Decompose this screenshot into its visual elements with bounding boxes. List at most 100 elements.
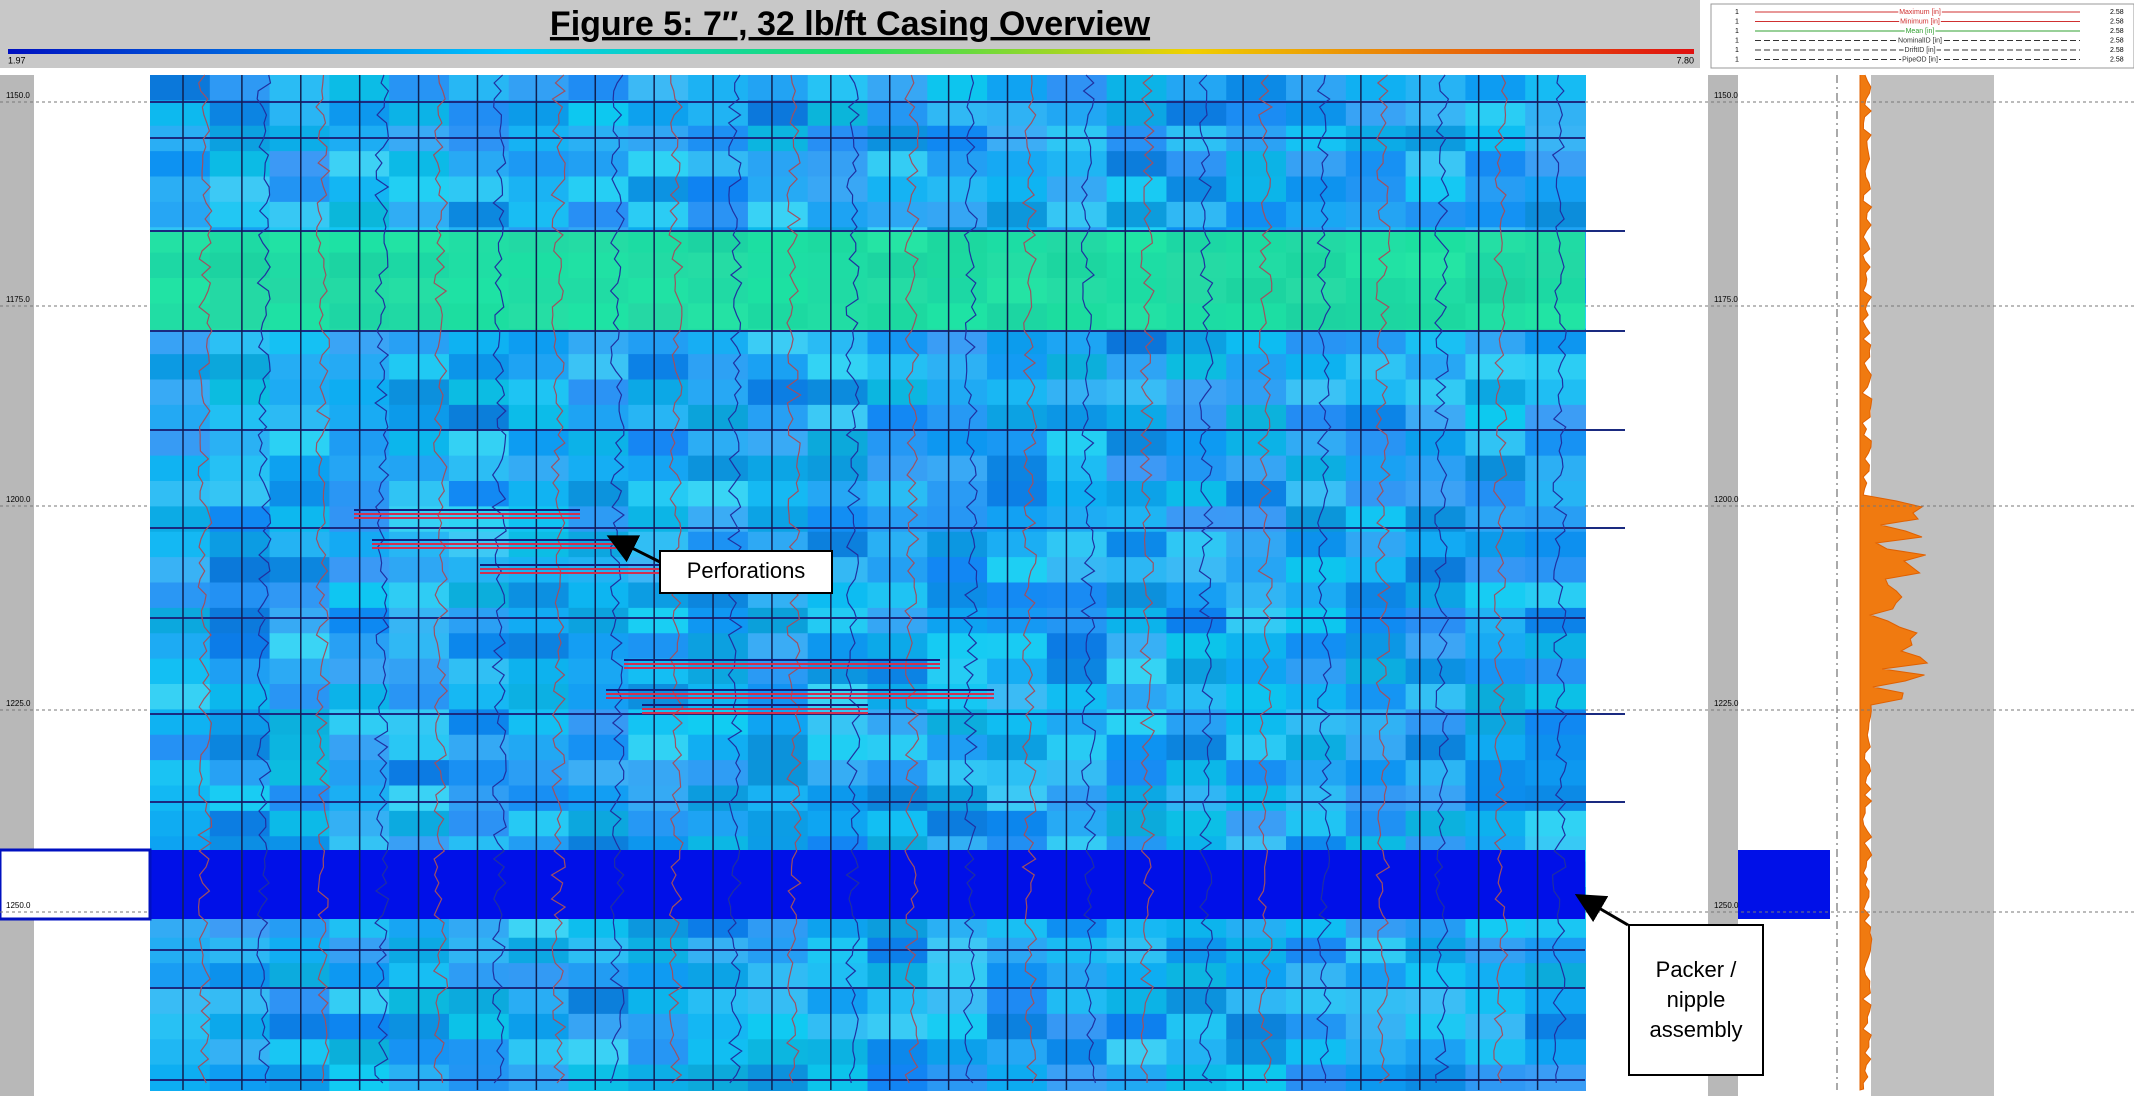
heat-cell [209, 557, 271, 584]
heat-cell [1465, 328, 1527, 356]
legend-max: 2.58 [2110, 18, 2124, 25]
heat-cell [389, 760, 450, 787]
heat-cell [389, 633, 450, 660]
heat-cell [867, 354, 929, 381]
heat-cell [987, 455, 1048, 482]
heat-cell [1106, 1013, 1168, 1041]
heat-cell [1166, 100, 1228, 127]
heat-cell [269, 531, 331, 559]
heat-cell [209, 785, 271, 812]
heat-cell [927, 734, 989, 762]
heat-cell [1345, 1039, 1407, 1066]
heat-cell [1166, 1013, 1228, 1041]
heat-cell [867, 607, 929, 635]
heat-cell [987, 379, 1048, 406]
heat-cell [628, 810, 690, 838]
packer-left [0, 848, 152, 921]
heat-cell [1166, 404, 1228, 432]
heat-cell [1525, 557, 1586, 584]
heat-cell [1345, 963, 1407, 990]
heat-cell [1166, 354, 1228, 381]
legend-max: 2.58 [2110, 47, 2124, 54]
heat-cell [867, 1013, 929, 1041]
heat-cell [1345, 658, 1407, 685]
heat-cell [389, 75, 450, 102]
heat-cell [209, 75, 271, 102]
heat-cell [508, 455, 570, 482]
heat-cell [867, 379, 929, 406]
trace [1433, 74, 1450, 1084]
heat-cell [568, 481, 630, 508]
right-track [1871, 75, 1994, 1096]
heat-cell [1286, 531, 1347, 559]
heat-cell [150, 810, 211, 838]
heat-cell [209, 684, 271, 711]
heat-cell [747, 1039, 809, 1066]
heat-cell [389, 1064, 450, 1091]
heat-cell [508, 658, 570, 685]
heat-cell [867, 176, 929, 203]
heat-cell [867, 328, 929, 356]
heat-cell [568, 328, 630, 356]
heat-cell [867, 1064, 929, 1091]
heat-cell [1226, 176, 1288, 203]
color-scale [8, 49, 1694, 54]
heat-cell [807, 100, 869, 127]
heat-cell [1345, 684, 1407, 711]
heat-cell [688, 404, 749, 432]
heat-cell [927, 455, 989, 482]
arrow [606, 535, 661, 564]
heat-cell [508, 633, 570, 660]
trace [1139, 74, 1156, 1084]
heat-cell [1286, 557, 1347, 584]
heat-cell [1405, 176, 1467, 203]
heat-cell [927, 481, 989, 508]
packer-band-right [1738, 850, 1830, 919]
heat-cell [209, 582, 271, 609]
heat-cell [1166, 988, 1228, 1015]
heat-cell [568, 988, 630, 1015]
heat-cell [269, 785, 331, 812]
heat-cell [209, 607, 271, 635]
heat-cell [1345, 455, 1407, 482]
heat-cell [508, 988, 570, 1015]
heat-cell [927, 354, 989, 381]
heat-cell [568, 455, 630, 482]
heat-cell [1405, 988, 1467, 1015]
heat-cell [150, 531, 211, 559]
heat-cell [1046, 176, 1108, 203]
heat-cell [150, 607, 211, 635]
heat-cell [628, 354, 690, 381]
heat-cell [987, 481, 1048, 508]
heat-cell [1465, 354, 1527, 381]
heat-cell [269, 760, 331, 787]
heat-cell [1106, 607, 1168, 635]
heat-cell [1286, 734, 1347, 762]
heat-cell [807, 75, 869, 102]
heat-cell [747, 379, 809, 406]
heat-cell [508, 963, 570, 990]
heat-cell [688, 201, 749, 229]
heat-cell [150, 455, 211, 482]
heat-cell [1525, 455, 1586, 482]
heat-cell [1405, 658, 1467, 685]
heat-cell [747, 1064, 809, 1091]
heat-cell [1525, 734, 1586, 762]
heat-cell [1226, 404, 1288, 432]
heat-cell [568, 582, 630, 609]
heat-cell [1166, 481, 1228, 508]
heat-cell [389, 1013, 450, 1041]
trace [1375, 74, 1391, 1084]
heat-cell [150, 734, 211, 762]
heat-cell [987, 582, 1048, 609]
heat-cell [1166, 658, 1228, 685]
heat-cell [747, 1013, 809, 1041]
heat-cell [1226, 75, 1288, 102]
heat-cell [628, 658, 690, 685]
heat-cell [1226, 633, 1288, 660]
heat-cell [568, 760, 630, 787]
heat-cell [508, 379, 570, 406]
heat-cell [1106, 810, 1168, 838]
heat-cell [448, 151, 510, 178]
heat-cell [1286, 785, 1347, 812]
